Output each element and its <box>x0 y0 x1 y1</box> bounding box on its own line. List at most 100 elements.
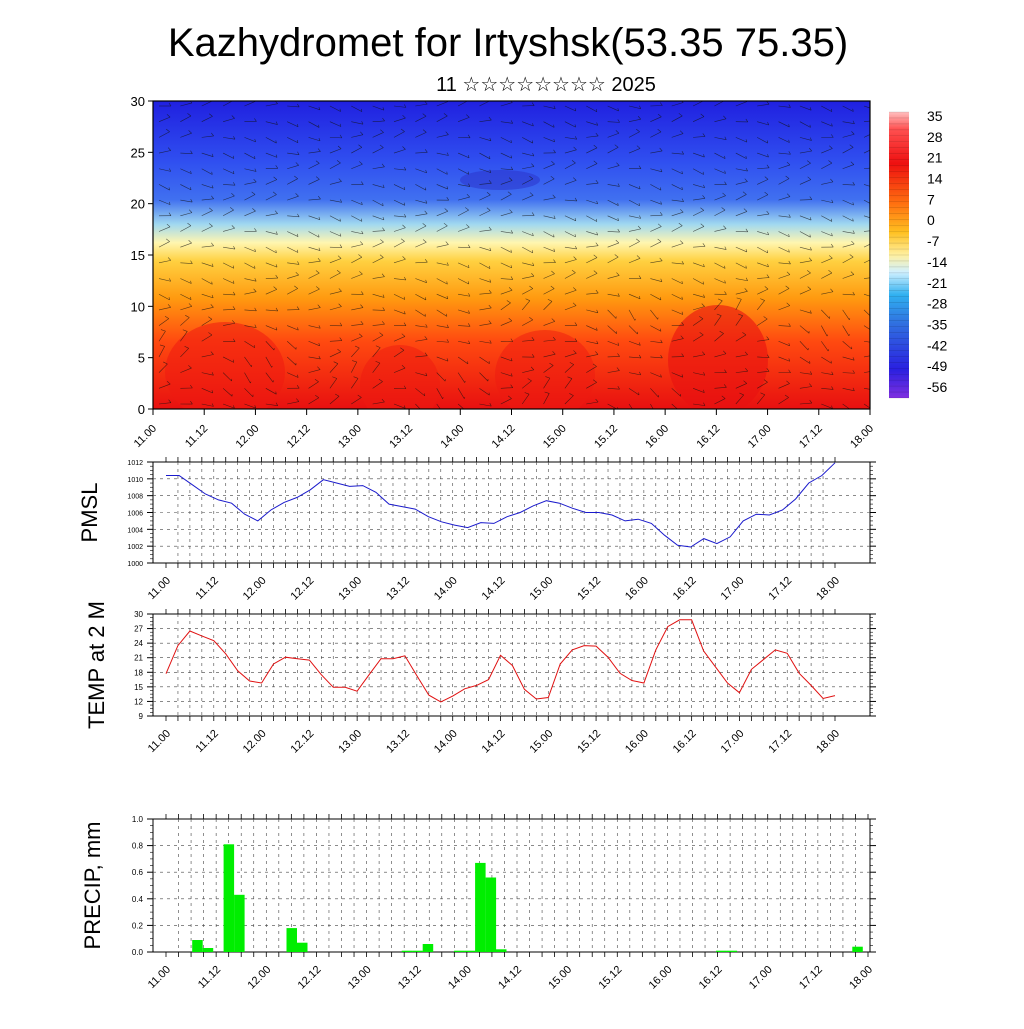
x-tick-label: 12.12 <box>289 575 317 603</box>
y-tick-label: 18 <box>134 668 143 677</box>
colorbar-label: -35 <box>927 316 947 332</box>
x-tick-label: 15.12 <box>575 728 603 756</box>
precip-bar <box>203 948 214 952</box>
wind-barb-flag <box>874 164 876 167</box>
colorbar-label: 21 <box>927 150 943 166</box>
x-tick-label: 16.00 <box>623 728 651 756</box>
y-tick-label: 10 <box>131 299 145 314</box>
x-tick-label: 14.00 <box>446 964 474 992</box>
x-tick-label: 13.00 <box>336 423 364 451</box>
x-tick-label: 12.00 <box>245 964 273 992</box>
wind-barb-flag <box>871 145 874 148</box>
wind-barb-flag <box>656 413 657 414</box>
x-tick-label: 11.00 <box>132 423 159 450</box>
y-tick-label: 1012 <box>127 460 143 467</box>
x-tick-label: 16.12 <box>695 423 723 451</box>
colorbar-label: -56 <box>927 379 947 395</box>
wind-barb-flag <box>871 255 874 258</box>
x-tick-label: 16.00 <box>623 575 651 603</box>
x-tick-label: 13.12 <box>387 423 415 451</box>
wind-barb-flag <box>873 368 876 371</box>
x-tick-label: 13.00 <box>346 964 374 992</box>
x-tick-label: 16.12 <box>671 728 699 756</box>
y-tick-label: 25 <box>131 145 145 160</box>
x-tick-label: 15.00 <box>527 728 555 756</box>
precip-bar <box>423 944 434 952</box>
x-tick-label: 17.12 <box>766 575 794 603</box>
y-tick-label: 1002 <box>127 544 143 551</box>
y-tick-label: 0.6 <box>132 868 144 877</box>
colorbar-label: -14 <box>927 254 947 270</box>
y-tick-label: 0 <box>138 402 145 417</box>
colorbar-label: 0 <box>927 212 935 228</box>
wind-barb-flag <box>874 217 875 220</box>
page-subtitle: 11 ☆☆☆☆☆☆☆☆ 2025 <box>436 74 656 96</box>
precip-bar <box>224 844 235 952</box>
x-tick-label: 16.12 <box>697 964 725 992</box>
precip-bar <box>465 951 476 952</box>
wind-barb-flag <box>874 274 876 277</box>
precip-bar <box>475 863 486 952</box>
y-tick-label: 15 <box>134 683 143 692</box>
x-tick-label: 15.00 <box>546 964 574 992</box>
x-tick-label: 14.12 <box>480 575 508 603</box>
y-tick-label: 21 <box>134 654 143 663</box>
wind-barb-flag <box>874 118 876 121</box>
x-tick-label: 18.00 <box>814 728 842 756</box>
x-tick-label: 16.00 <box>643 423 671 451</box>
precip-bar <box>716 951 727 952</box>
wind-barb-flag <box>700 98 703 101</box>
x-tick-label: 12.12 <box>285 423 313 451</box>
x-tick-label: 15.00 <box>541 423 569 451</box>
x-tick-label: 15.00 <box>527 575 555 603</box>
wind-barb-flag <box>873 352 876 355</box>
x-tick-label: 17.12 <box>797 423 825 451</box>
x-tick-label: 11.12 <box>196 964 223 991</box>
y-tick-label: 15 <box>131 248 145 263</box>
x-tick-label: 11.12 <box>194 575 221 602</box>
colorbar-label: -28 <box>927 296 947 312</box>
wind-barb-flag <box>874 227 876 230</box>
precip-bar <box>454 951 465 952</box>
y-axis-label: PMSL <box>77 483 102 543</box>
x-tick-label: 12.12 <box>289 728 317 756</box>
x-tick-label: 11.00 <box>146 728 173 755</box>
wind-barb-flag <box>465 98 468 101</box>
wind-barb-flag <box>874 203 875 206</box>
x-tick-label: 18.00 <box>814 575 842 603</box>
x-tick-label: 14.00 <box>432 575 460 603</box>
x-tick-label: 17.12 <box>797 964 825 992</box>
y-tick-label: 9 <box>139 712 144 721</box>
colorbar-label: -49 <box>927 358 947 374</box>
x-tick-label: 13.00 <box>336 728 364 756</box>
wind-barb-flag <box>874 340 876 343</box>
wind-barb-flag <box>874 107 875 110</box>
x-tick-label: 18.00 <box>848 423 876 451</box>
y-tick-label: 1010 <box>127 477 143 484</box>
x-tick-label: 12.00 <box>234 423 262 451</box>
precip-bar <box>192 940 203 952</box>
y-tick-label: 0.8 <box>132 842 144 851</box>
y-tick-label: 30 <box>134 610 143 619</box>
precip-bar <box>496 949 507 952</box>
colorbar-label: 14 <box>927 171 943 187</box>
y-tick-label: 20 <box>131 197 145 212</box>
wind-barb-flag <box>487 98 490 101</box>
y-tick-label: 1004 <box>127 527 143 534</box>
x-tick-label: 15.12 <box>592 423 620 451</box>
x-tick-label: 12.12 <box>296 964 324 992</box>
x-tick-label: 14.12 <box>490 423 518 451</box>
wind-barb-flag <box>872 239 875 242</box>
y-tick-label: 1000 <box>127 561 143 568</box>
x-tick-label: 16.00 <box>647 964 675 992</box>
x-tick-label: 12.00 <box>241 728 269 756</box>
colorbar-label: 28 <box>927 129 943 145</box>
precip-bar <box>402 951 413 952</box>
precip-bar <box>852 947 863 952</box>
y-tick-label: 24 <box>134 639 143 648</box>
x-tick-label: 17.12 <box>766 728 794 756</box>
wind-barb-flag <box>230 98 233 101</box>
